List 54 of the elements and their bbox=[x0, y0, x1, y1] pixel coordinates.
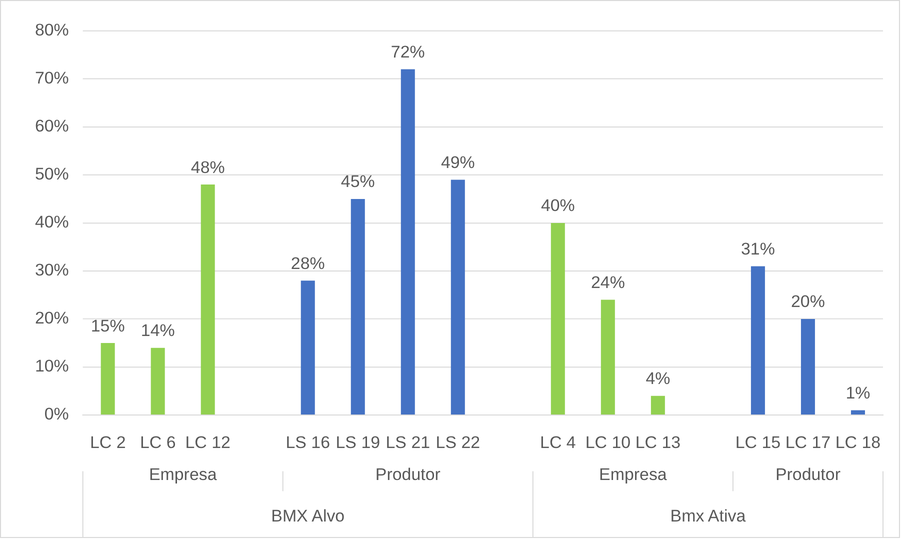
x-tick-label: LS 21 bbox=[386, 432, 430, 452]
y-tick-label: 60% bbox=[34, 116, 69, 136]
y-tick-label: 10% bbox=[34, 356, 69, 376]
x-tick-label: LC 18 bbox=[835, 432, 881, 452]
data-label: 48% bbox=[190, 158, 225, 177]
bar bbox=[750, 266, 765, 415]
text: Produtor bbox=[375, 464, 441, 484]
data-label: 40% bbox=[540, 196, 575, 216]
x-tick-label: LC 13 bbox=[635, 432, 681, 452]
y-tick-label: 30% bbox=[34, 260, 69, 280]
x-tick-label: LC 10 bbox=[585, 432, 631, 452]
y-tick-label: 0% bbox=[44, 404, 69, 424]
y-tick-label: 20% bbox=[34, 308, 69, 328]
x-tick-label: LC 2 bbox=[90, 432, 126, 452]
bar bbox=[450, 180, 465, 415]
text: Empresa bbox=[148, 464, 218, 484]
y-tick-label: 70% bbox=[34, 68, 69, 88]
x-tick-label: LC 15 bbox=[735, 432, 781, 452]
data-label: 31% bbox=[740, 239, 775, 258]
x-tick-label: LC 12 bbox=[185, 432, 230, 452]
data-label: 28% bbox=[290, 254, 325, 273]
text: Produtor bbox=[775, 464, 841, 484]
bar bbox=[300, 280, 315, 415]
data-label: 72% bbox=[390, 42, 425, 62]
data-label: 49% bbox=[440, 152, 475, 172]
data-label: 15% bbox=[90, 316, 125, 336]
x-tick-label: LS 19 bbox=[336, 432, 380, 452]
data-label: 24% bbox=[590, 273, 625, 292]
data-label: 1% bbox=[846, 383, 870, 402]
bar bbox=[650, 396, 665, 415]
y-tick-label: 80% bbox=[34, 20, 69, 40]
bar bbox=[200, 184, 215, 415]
data-label: 4% bbox=[646, 369, 670, 388]
x-tick-label: LC 6 bbox=[140, 432, 176, 452]
bar bbox=[150, 348, 165, 415]
y-tick-label: 50% bbox=[34, 164, 69, 184]
data-label: 14% bbox=[140, 321, 175, 340]
x-tick-label: LS 22 bbox=[436, 432, 480, 452]
text: Bmx Ativa bbox=[670, 506, 746, 526]
bar bbox=[550, 222, 565, 415]
y-tick-label: 40% bbox=[34, 212, 69, 232]
bar bbox=[800, 319, 815, 415]
bar bbox=[100, 343, 115, 415]
bar bbox=[600, 300, 615, 415]
text: Empresa bbox=[599, 464, 668, 484]
x-tick-label: LC 17 bbox=[785, 432, 831, 452]
text: BMX Alvo bbox=[271, 506, 345, 526]
bar bbox=[350, 198, 365, 415]
bar bbox=[850, 410, 865, 415]
data-label: 45% bbox=[340, 172, 375, 192]
data-label: 20% bbox=[791, 292, 825, 312]
bar bbox=[400, 69, 415, 415]
x-tick-label: LC 4 bbox=[540, 432, 576, 452]
x-tick-label: LS 16 bbox=[286, 432, 330, 452]
